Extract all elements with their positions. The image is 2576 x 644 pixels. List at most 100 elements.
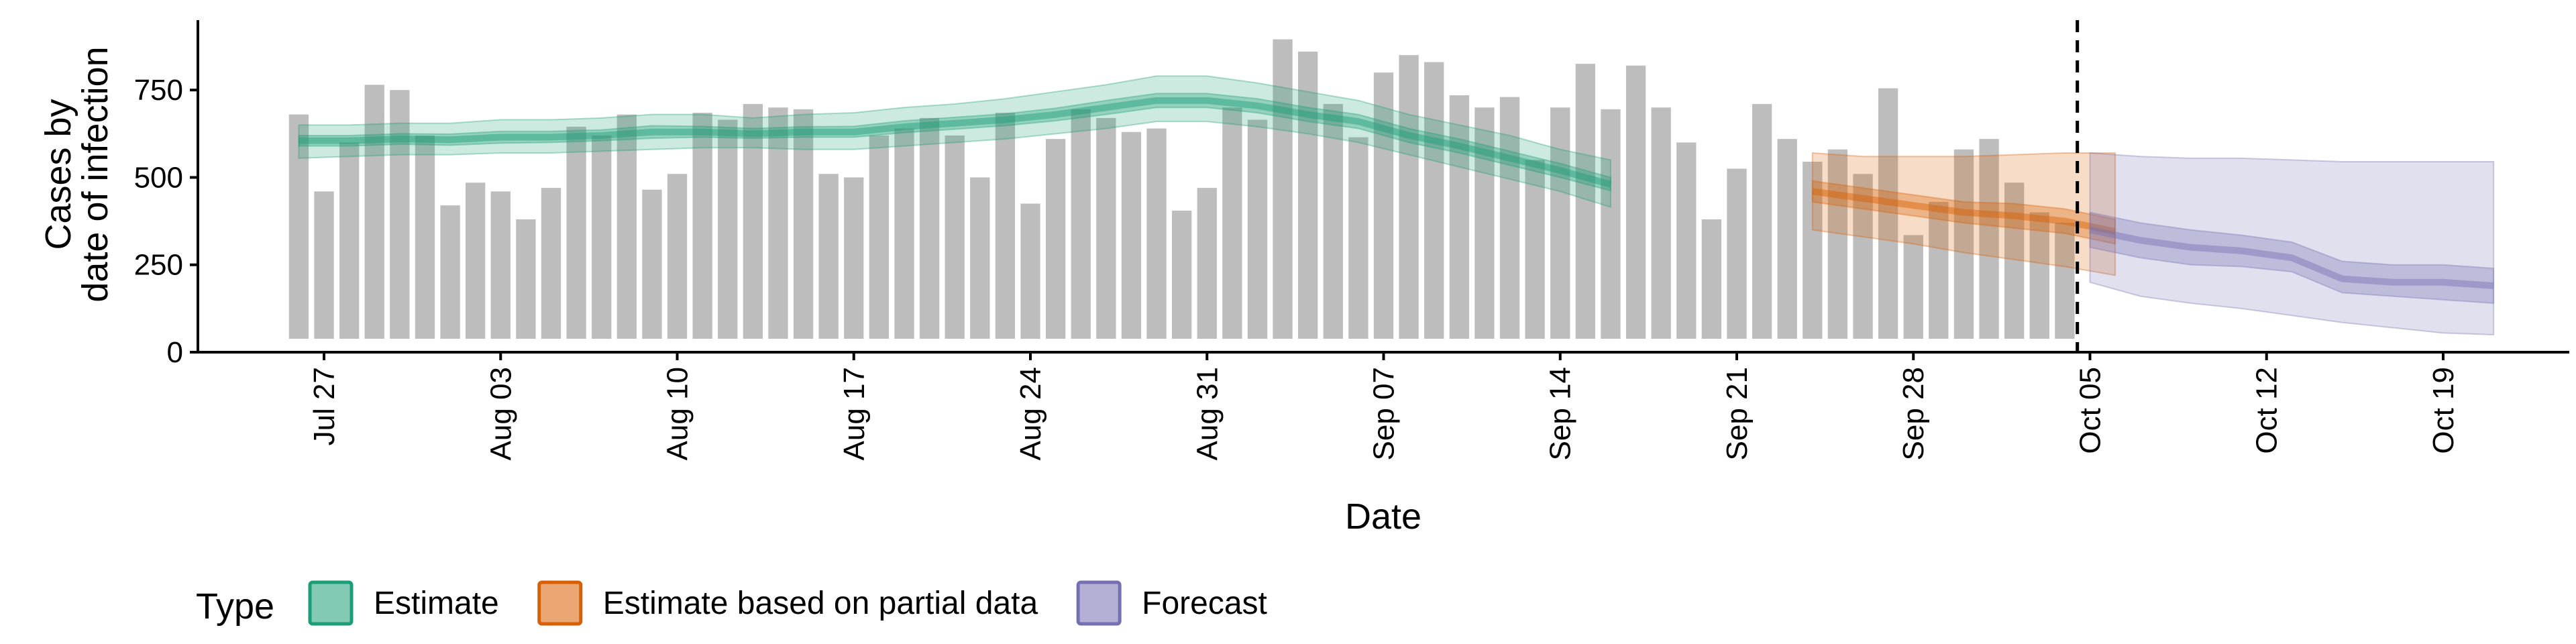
case-bar (844, 177, 864, 339)
reported-cases-bars (288, 39, 2075, 339)
case-bar (1803, 162, 1823, 339)
case-bar (1903, 235, 1923, 339)
case-bar (1727, 168, 1747, 339)
case-bar (2029, 212, 2049, 339)
case-bar (1449, 95, 1469, 339)
case-bar (1096, 117, 1116, 339)
series-1-median-line (1812, 188, 2116, 235)
case-bar (995, 113, 1016, 339)
case-bar (1247, 119, 1268, 339)
y-tick-label: 0 (167, 336, 183, 369)
x-tick-label: Sep 28 (1897, 367, 1930, 460)
x-tick-label: Oct 12 (2251, 367, 2284, 454)
case-bar (970, 177, 990, 339)
case-bar (1878, 88, 1898, 339)
series-1-ribbon-90 (1811, 152, 2116, 276)
case-bar (1499, 97, 1520, 339)
legend-title: Type (196, 586, 274, 627)
case-bar (718, 119, 738, 339)
case-bar (1651, 107, 1671, 339)
case-bar (1676, 142, 1697, 339)
case-bar (1853, 174, 1873, 339)
legend-label: Forecast (1142, 586, 1267, 621)
series-0-ribbon-90 (298, 75, 1611, 209)
case-bar (364, 85, 384, 339)
case-bar (1701, 219, 1722, 339)
case-bar (1525, 160, 1545, 339)
case-bar (818, 174, 839, 339)
series-2-median-line (2089, 226, 2494, 289)
case-bar (2055, 223, 2075, 339)
case-bar (1827, 149, 1848, 339)
x-tick-label: Aug 31 (1191, 367, 1224, 460)
case-bar (1625, 65, 1646, 339)
case-bar (390, 90, 410, 339)
case-bar (288, 114, 309, 339)
series-2-ribbon-50 (2089, 211, 2495, 305)
case-bar (1171, 210, 1192, 339)
case-bar (1424, 62, 1444, 339)
case-bar (516, 219, 536, 339)
legend-swatch (308, 580, 354, 626)
case-bar (667, 174, 688, 339)
case-bar (1323, 104, 1343, 339)
case-bar (768, 107, 788, 339)
x-tick-label: Sep 21 (1721, 367, 1754, 460)
series-0-ribbon-50 (298, 93, 1611, 192)
x-tick-label: Oct 05 (2074, 367, 2106, 454)
case-bar (440, 205, 460, 339)
case-bar (339, 142, 360, 339)
case-bar (592, 135, 612, 339)
legend: Type Estimate Estimate based on partial d… (196, 580, 1267, 627)
case-bar (1197, 188, 1217, 339)
legend-swatch (1076, 580, 1122, 626)
x-tick-label: Sep 07 (1368, 367, 1401, 460)
case-bar (415, 135, 435, 339)
case-bar (1929, 201, 1949, 339)
case-bar (1121, 131, 1142, 339)
case-bar (1020, 203, 1040, 339)
case-bar (1979, 139, 1999, 339)
case-bar (793, 109, 814, 339)
case-bar (1298, 51, 1318, 339)
case-bar (314, 191, 334, 339)
series-0-median-line (299, 97, 1612, 188)
x-tick-label: Jul 27 (308, 367, 341, 445)
case-bar (692, 113, 712, 339)
case-bar (490, 191, 511, 339)
y-tick-label: 750 (134, 74, 183, 107)
series-1-ribbon-50 (1811, 180, 2116, 245)
case-bar (1953, 149, 1974, 339)
case-bar (1373, 72, 1394, 339)
case-bar (945, 135, 965, 339)
case-bar (541, 188, 561, 339)
legend-swatch (537, 580, 583, 626)
x-axis-title: Date (1345, 496, 1421, 537)
case-bar (1777, 139, 1797, 339)
x-tick-label: Aug 17 (838, 367, 871, 460)
x-tick-label: Aug 03 (484, 367, 517, 460)
y-axis-title-line-1: Cases by (38, 99, 78, 250)
series-2-ribbon-90 (2089, 152, 2495, 335)
x-ticks: Jul 27 Aug 03 Aug 10 Aug 17 Aug 24 Aug 31 Sep … (308, 352, 2460, 460)
case-bar (919, 117, 940, 339)
y-ticks: 0 250 500 750 (134, 74, 198, 369)
legend-label: Estimate based on partial data (603, 586, 1038, 621)
case-bar (894, 128, 914, 339)
x-tick-label: Sep 14 (1544, 367, 1577, 460)
y-tick-label: 250 (134, 249, 183, 282)
legend-label: Estimate (374, 586, 499, 621)
case-bar (1399, 55, 1419, 339)
case-bar (743, 104, 763, 339)
y-tick-label: 500 (134, 161, 183, 194)
case-bar (1575, 64, 1596, 339)
x-tick-label: Aug 10 (661, 367, 694, 460)
case-bar (1348, 137, 1368, 339)
case-bar (466, 182, 486, 339)
case-bar (1474, 107, 1495, 339)
case-bar (1752, 104, 1772, 339)
x-tick-label: Oct 19 (2427, 367, 2460, 454)
case-bar (1045, 139, 1066, 339)
case-bar (1273, 39, 1293, 339)
